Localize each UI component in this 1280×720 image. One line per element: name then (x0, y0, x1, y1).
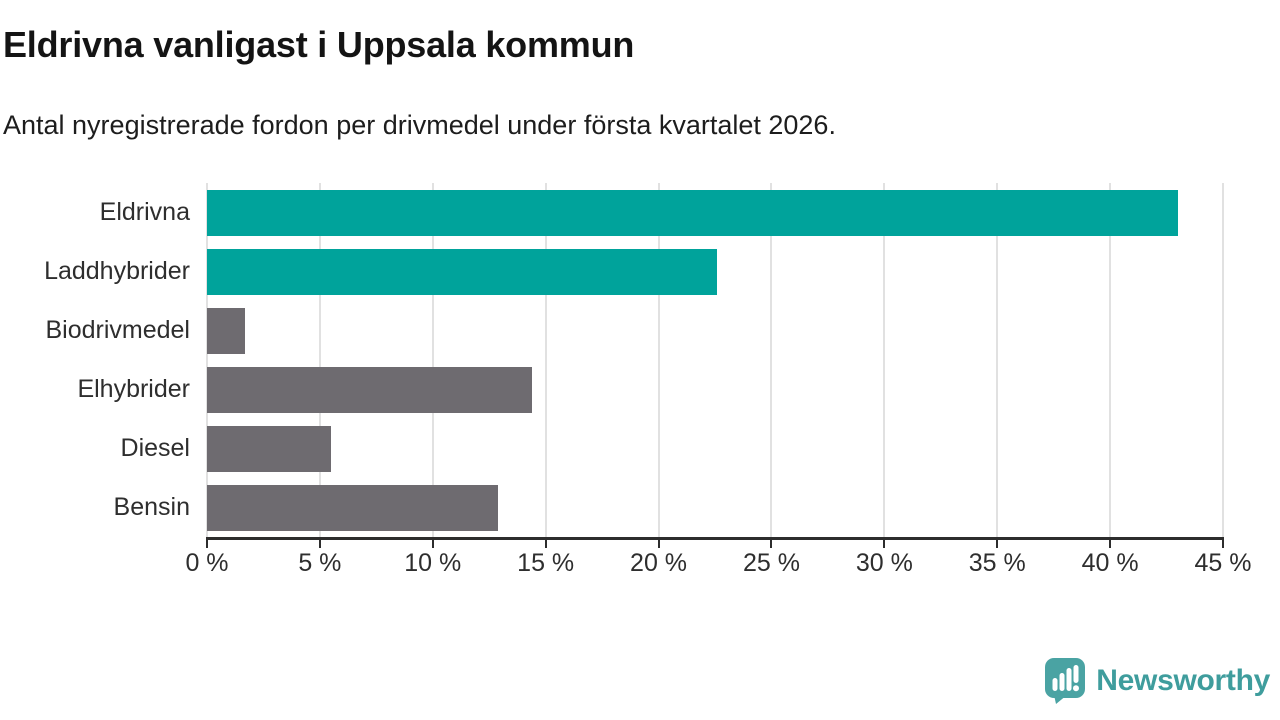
gridline (206, 183, 208, 537)
gridline (996, 183, 999, 537)
bar-row: Diesel (121, 419, 1223, 478)
category-label: Eldrivna (99, 198, 190, 226)
gridline (883, 183, 886, 537)
gridline (544, 183, 547, 537)
axis-tick-label: 0 % (185, 549, 229, 577)
axis-tick (657, 540, 660, 548)
gridline (1109, 183, 1112, 537)
gridline (318, 183, 321, 537)
axis-tick-label: 25 % (742, 549, 800, 577)
axis-tick (544, 540, 547, 548)
category-label: Elhybrider (77, 375, 190, 403)
bar-laddhybrider (207, 248, 718, 295)
bar-elhybrider (207, 366, 533, 413)
axis-tick-label: 40 % (1081, 549, 1139, 577)
category-label: Laddhybrider (44, 257, 190, 285)
axis-tick (206, 540, 208, 548)
axis-tick-label: 10 % (404, 549, 462, 577)
bar-eldrivna (207, 189, 1178, 236)
gridline (657, 183, 660, 537)
newsworthy-logo[interactable]: Newsworthy (1044, 657, 1270, 704)
category-label: Bensin (113, 493, 190, 521)
bar-row: Bensin (114, 478, 1223, 537)
bar-biodrivmedel (207, 307, 246, 354)
gridline (770, 183, 773, 537)
bar-row: Elhybrider (77, 360, 1223, 419)
bar-chart: Eldrivna Laddhybrider Biodrivmedel Elhybrid… (44, 183, 1251, 577)
chart-subtitle: Antal nyregistrerade fordon per drivmede… (3, 110, 836, 140)
chart-title: Eldrivna vanligast i Uppsala kommun (3, 24, 635, 65)
gridline (1222, 183, 1224, 537)
axis-tick (883, 540, 886, 548)
bar-rows: Eldrivna Laddhybrider Biodrivmedel Elhybrid… (44, 183, 1223, 537)
axis-tick-label: 20 % (630, 549, 688, 577)
bar-diesel (207, 425, 332, 472)
category-label: Biodrivmedel (45, 316, 190, 344)
axis-tick (318, 540, 321, 548)
axis-tick-label: 30 % (855, 549, 913, 577)
category-label: Diesel (120, 434, 190, 462)
axis-tick (996, 540, 999, 548)
x-axis-line (206, 537, 1224, 540)
axis-tick-label: 45 % (1194, 549, 1252, 577)
bar-bensin (207, 484, 499, 531)
axis-tick-label: 5 % (298, 549, 342, 577)
axis-tick (431, 540, 434, 548)
axis-tick-label: 35 % (968, 549, 1026, 577)
speech-bubble-bar-chart-icon (1045, 658, 1086, 704)
brand-name: Newsworthy (1096, 663, 1270, 697)
axis-tick (1109, 540, 1112, 548)
bar-row: Biodrivmedel (45, 301, 1223, 360)
gridline (431, 183, 434, 537)
bar-row: Eldrivna (100, 183, 1223, 242)
axis-tick (770, 540, 773, 548)
axis-tick-label: 15 % (517, 549, 575, 577)
bar-row: Laddhybrider (44, 242, 1223, 301)
axis-tick (1222, 540, 1224, 548)
